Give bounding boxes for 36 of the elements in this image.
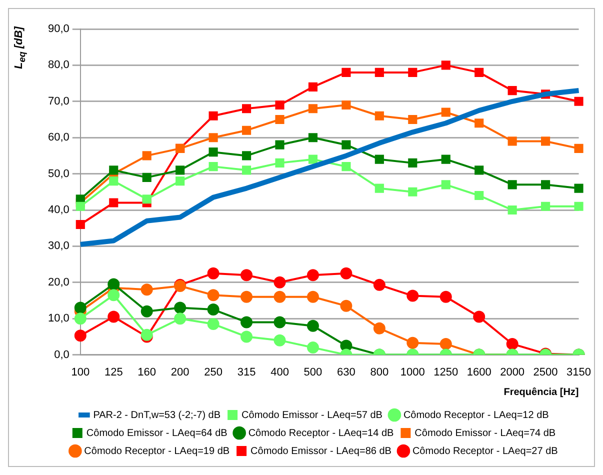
y-tick-label: 20,0 bbox=[48, 276, 70, 288]
x-axis-title: Frequência [Hz] bbox=[504, 386, 579, 398]
x-tick-label: 3150 bbox=[566, 366, 592, 378]
legend-label: Cômodo Emissor - LAeq=86 dB bbox=[250, 446, 392, 457]
x-tick-label: 630 bbox=[337, 366, 356, 378]
legend-label: Cômodo Emissor - LAeq=74 dB bbox=[414, 428, 556, 439]
x-tick-label: 2000 bbox=[500, 366, 525, 378]
legend-label: Cômodo Emissor - LAeq=57 dB bbox=[242, 410, 383, 421]
x-tick-label: 100 bbox=[71, 366, 90, 378]
x-tick-label: 1250 bbox=[434, 366, 458, 378]
x-tick-label: 200 bbox=[170, 366, 190, 378]
x-tick-label: 500 bbox=[304, 366, 322, 378]
x-tick-label: 160 bbox=[138, 366, 156, 378]
legend-label: Cômodo Receptor - LAeq=27 dB bbox=[412, 446, 558, 457]
x-tick-label: 125 bbox=[104, 366, 123, 378]
legend-label: Cômodo Receptor - LAeq=14 dB bbox=[248, 428, 394, 439]
legend-label: Cômodo Receptor - LAeq=12 dB bbox=[403, 410, 550, 421]
legend-label: Cômodo Receptor - LAeq=19 dB bbox=[84, 446, 230, 457]
y-tick-label: 50,0 bbox=[48, 168, 70, 180]
y-tick-label: 70,0 bbox=[48, 95, 70, 108]
x-tick-label: 400 bbox=[270, 366, 289, 378]
y-tick-label: 90,0 bbox=[48, 23, 70, 36]
y-tick-label: 10,0 bbox=[48, 312, 70, 325]
y-tick-label: 60,0 bbox=[48, 132, 70, 144]
x-tick-label: 1000 bbox=[400, 366, 425, 378]
y-tick-label: 40,0 bbox=[48, 204, 70, 216]
x-tick-label: 1600 bbox=[466, 366, 492, 378]
y-tick-label: 80,0 bbox=[48, 59, 70, 72]
x-tick-label: 2500 bbox=[533, 366, 558, 378]
y-tick-label: 30,0 bbox=[48, 240, 70, 252]
legend-label: Cômodo Emissor - LAeq=64 dB bbox=[86, 428, 228, 439]
x-tick-label: 800 bbox=[370, 366, 389, 378]
legend-label: PAR-2 - DnT,w=53 (-2;-7) dB bbox=[93, 410, 221, 421]
y-tick-label: 0,0 bbox=[54, 348, 70, 361]
x-tick-label: 250 bbox=[204, 366, 222, 378]
x-tick-label: 315 bbox=[237, 366, 256, 378]
